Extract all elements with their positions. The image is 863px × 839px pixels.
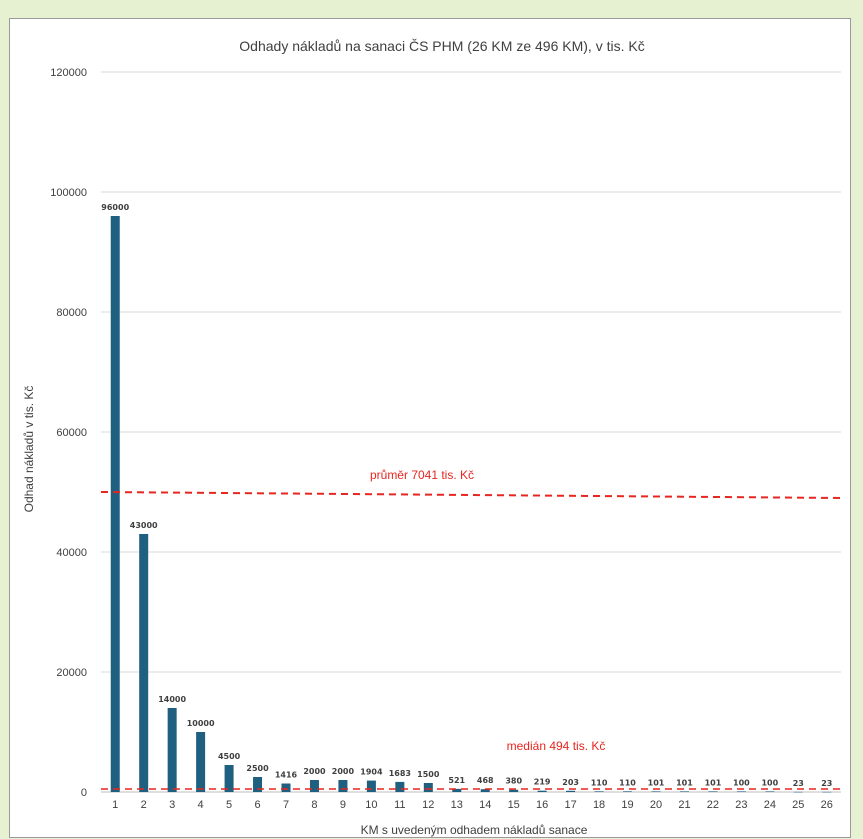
bar	[224, 765, 234, 792]
reference-lines: průměr 7041 tis. Kč medián 494 tis. Kč	[100, 468, 842, 790]
bar-data-label: 101	[705, 778, 722, 787]
bar	[679, 791, 689, 792]
bar-data-label: 1416	[275, 771, 298, 780]
y-tick-label: 60000	[56, 427, 87, 439]
chart-title: Odhady nákladů na sanaci ČS PHM (26 KM z…	[239, 38, 644, 54]
bar-data-label: 468	[477, 776, 494, 785]
y-tick-label: 0	[81, 787, 87, 799]
bar	[822, 791, 832, 793]
mean-line	[100, 491, 842, 499]
bar	[623, 791, 633, 792]
bar	[566, 790, 576, 792]
bar-data-label: 203	[562, 778, 579, 787]
bar-data-label: 101	[648, 778, 665, 787]
chart-frame: Odhady nákladů na sanaci ČS PHM (26 KM z…	[9, 18, 851, 838]
x-tick-label: 22	[707, 799, 719, 811]
bar-data-label: 380	[505, 777, 522, 786]
bar-data-label: 1683	[389, 769, 411, 778]
bar-data-label: 521	[448, 776, 465, 785]
y-axis-ticks: 0 20000 40000 60000 80000 100000 120000	[50, 67, 87, 799]
x-tick-label: 7	[283, 799, 289, 811]
x-tick-label: 10	[365, 799, 377, 811]
bar	[509, 789, 519, 792]
x-tick-label: 13	[451, 799, 463, 811]
bar-data-label: 1500	[417, 770, 440, 779]
x-tick-label: 24	[764, 799, 776, 811]
mean-label: průměr 7041 tis. Kč	[370, 468, 474, 482]
bar-data-label: 14000	[158, 695, 186, 704]
x-tick-label: 26	[821, 799, 833, 811]
bar-data-label: 4500	[218, 752, 241, 761]
bar-data-label: 2500	[246, 764, 269, 773]
bar	[139, 534, 149, 792]
x-tick-label: 4	[198, 799, 204, 811]
gridlines	[101, 71, 841, 793]
bar	[110, 216, 120, 792]
bar	[793, 791, 803, 793]
x-tick-label: 21	[678, 799, 690, 811]
bar	[309, 780, 319, 792]
x-tick-label: 9	[340, 799, 346, 811]
bar	[452, 788, 462, 792]
bar-data-label: 96000	[101, 203, 129, 212]
x-tick-label: 14	[479, 799, 491, 811]
bar-data-label: 23	[821, 779, 832, 788]
y-tick-label: 120000	[50, 67, 87, 79]
bar-data-label: 110	[619, 778, 636, 787]
x-axis-title: KM s uvedeným odhadem nákladů sanace	[361, 823, 588, 837]
x-tick-label: 6	[254, 799, 260, 811]
x-tick-label: 17	[564, 799, 576, 811]
bar-data-label: 1904	[360, 768, 383, 777]
x-tick-label: 1	[112, 799, 118, 811]
bar	[594, 791, 604, 792]
bar	[167, 708, 177, 792]
y-axis-title: Odhad nákladů v tis. Kč	[22, 386, 36, 513]
x-tick-label: 16	[536, 799, 548, 811]
bar-data-label: 219	[534, 778, 551, 787]
data-labels: 96000 43000 14000 10000 4500 2500 1416 2000 2000…	[101, 203, 832, 788]
x-tick-label: 25	[792, 799, 804, 811]
bar-data-label: 100	[733, 778, 750, 787]
x-tick-label: 19	[621, 799, 633, 811]
bar-chart: Odhady nákladů na sanaci ČS PHM (26 KM z…	[22, 38, 842, 837]
x-axis-ticks: 1 2 3 4 5 6 7 8 9 10 11 12 13 14 15 16 17 18 19 20 21 22 23 24 2…	[112, 799, 833, 811]
x-tick-label: 5	[226, 799, 232, 811]
y-tick-label: 80000	[56, 307, 87, 319]
bar-data-label: 43000	[130, 521, 158, 530]
x-tick-label: 18	[593, 799, 605, 811]
bar-data-label: 2000	[332, 767, 355, 776]
bar	[338, 780, 348, 792]
bar	[708, 791, 718, 792]
bar-data-label: 23	[793, 779, 804, 788]
bar	[366, 780, 376, 792]
bar-data-label: 101	[676, 778, 693, 787]
bar	[423, 783, 433, 792]
bar-data-label: 10000	[187, 719, 215, 728]
y-tick-label: 40000	[56, 547, 87, 559]
bar	[196, 732, 206, 792]
x-tick-label: 3	[169, 799, 175, 811]
bars	[110, 216, 832, 793]
x-tick-label: 2	[141, 799, 147, 811]
bar	[651, 791, 661, 792]
x-tick-label: 15	[508, 799, 520, 811]
bar	[480, 789, 490, 792]
bar	[253, 777, 263, 792]
bar	[281, 783, 291, 792]
y-tick-label: 100000	[50, 187, 87, 199]
x-tick-label: 12	[422, 799, 434, 811]
bar-data-label: 100	[761, 778, 778, 787]
x-tick-label: 11	[394, 799, 405, 811]
bar	[765, 791, 775, 792]
bar-data-label: 110	[591, 778, 608, 787]
x-tick-label: 8	[311, 799, 317, 811]
bar	[736, 791, 746, 792]
x-tick-label: 20	[650, 799, 662, 811]
y-tick-label: 20000	[56, 667, 87, 679]
median-label: medián 494 tis. Kč	[507, 739, 606, 753]
bar	[395, 781, 405, 792]
bar-data-label: 2000	[303, 767, 326, 776]
x-tick-label: 23	[735, 799, 747, 811]
bar	[537, 790, 547, 792]
